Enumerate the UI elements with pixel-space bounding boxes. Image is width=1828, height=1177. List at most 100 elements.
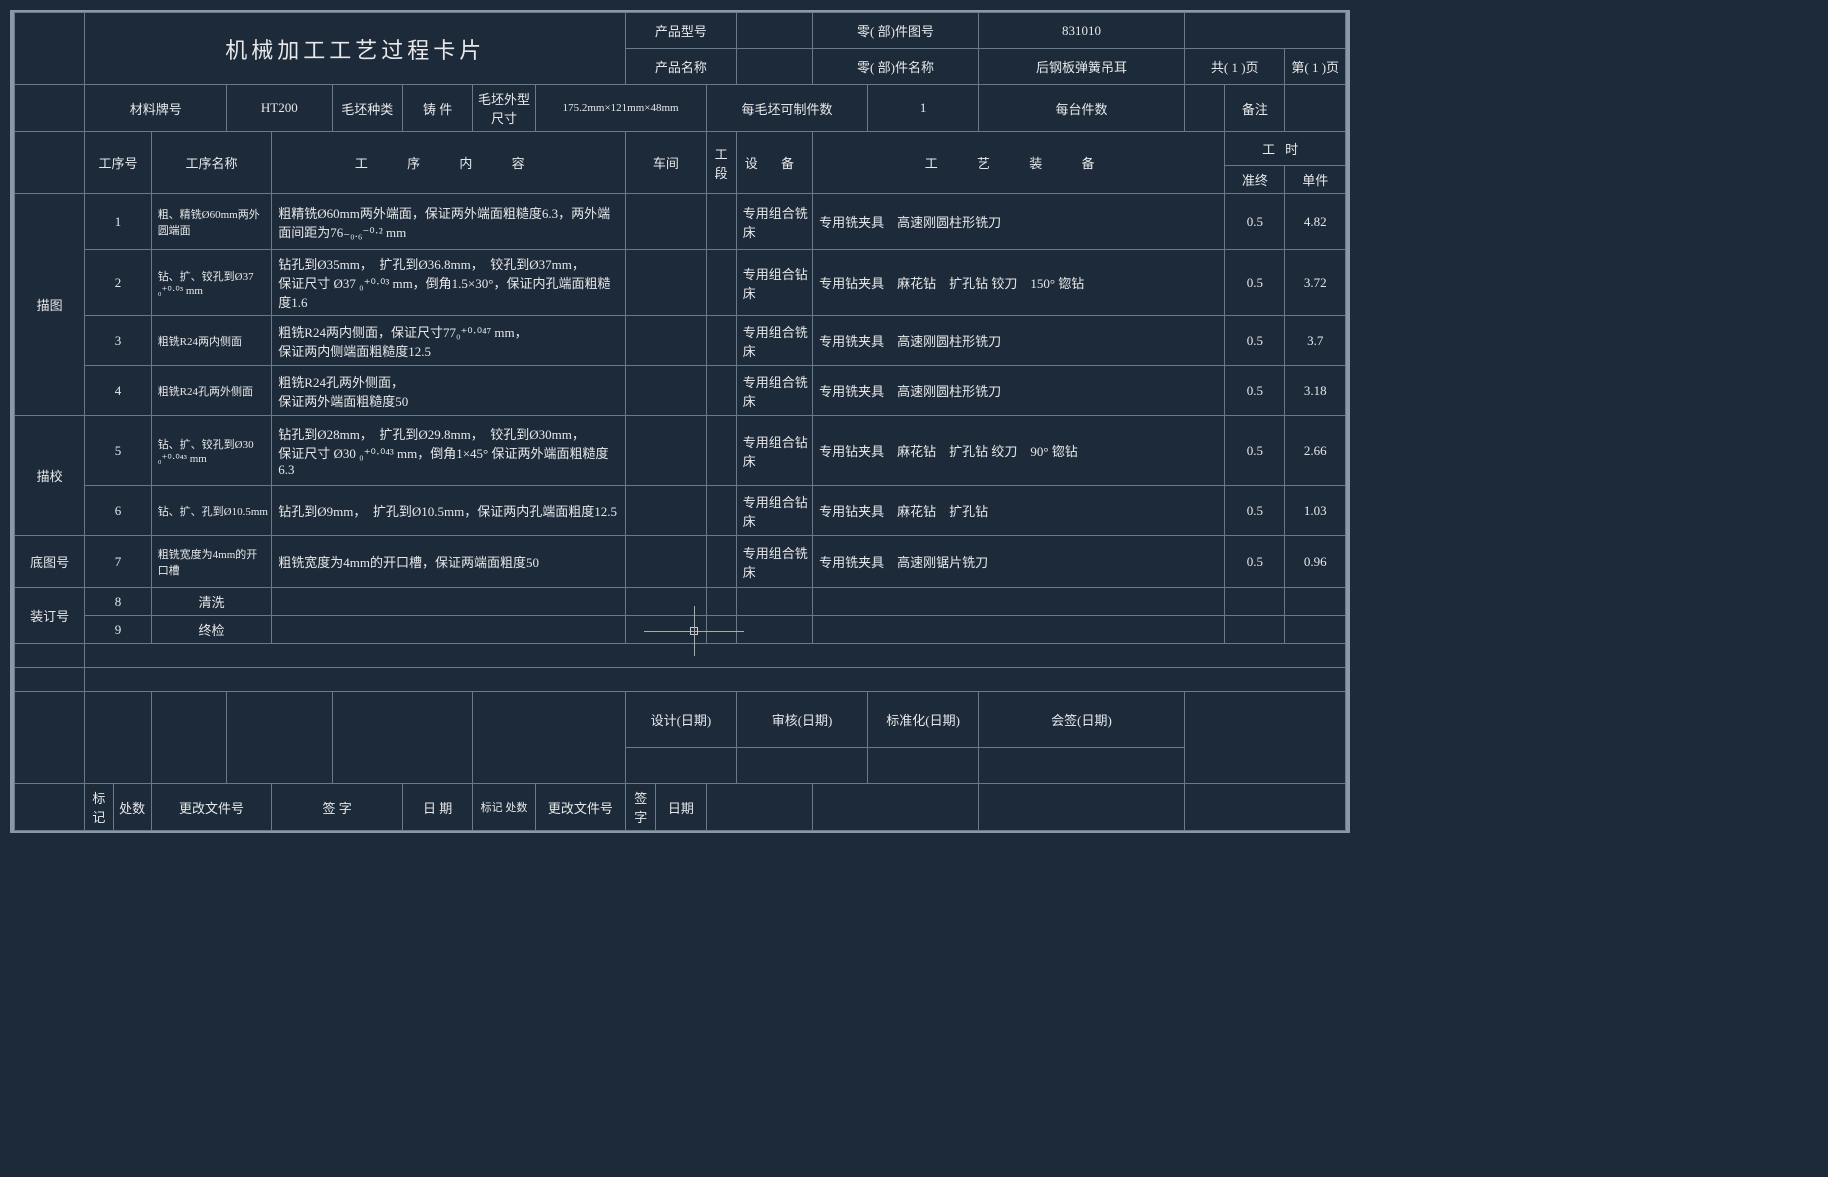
row-section: [706, 366, 736, 416]
row-seq: 6: [85, 486, 151, 536]
row-prep: 0.5: [1225, 536, 1285, 588]
row-seq: 7: [85, 536, 151, 588]
col-section: 工段: [706, 132, 736, 194]
row-prep: 0.5: [1225, 416, 1285, 486]
side-zhuangdinghao: 装订号: [15, 588, 85, 644]
material-grade-value: HT200: [227, 85, 333, 132]
material-grade-label: 材料牌号: [85, 85, 227, 132]
blank-type-label: 毛坯种类: [332, 85, 402, 132]
blank-row: [85, 668, 1346, 692]
foot-blank: [978, 784, 1184, 831]
col-name: 工序名称: [151, 132, 272, 194]
col-equipment: 设 备: [736, 132, 812, 194]
foot-chg: 更改文件号: [151, 784, 272, 831]
row-shop: [626, 250, 706, 316]
row-equip: 专用组合钻床: [736, 416, 812, 486]
row-content: 粗铣R24两内侧面，保证尺寸77₀⁺⁰·⁰⁴⁷ mm， 保证两内侧端面粗糙度12…: [272, 316, 626, 366]
row-piece: 4.82: [1285, 194, 1346, 250]
row-equip: 专用组合铣床: [736, 316, 812, 366]
col-content: 工 序 内 容: [272, 132, 626, 194]
foot-blank: [332, 692, 473, 784]
foot-blank: [227, 692, 333, 784]
foot-blank: [1184, 692, 1345, 784]
left-gutter: [15, 13, 85, 85]
row-prep: 0.5: [1225, 250, 1285, 316]
row-prep: 0.5: [1225, 486, 1285, 536]
row-shop: [626, 316, 706, 366]
row-seq: 4: [85, 366, 151, 416]
row-section: [706, 316, 736, 366]
foot-design-value: [626, 748, 737, 784]
part-drawing-label: 零( 部)件图号: [813, 13, 979, 49]
row-section: [706, 536, 736, 588]
row-equip: 专用组合铣床: [736, 366, 812, 416]
row-section: [706, 416, 736, 486]
row-prep: [1225, 588, 1285, 616]
row-section: [706, 486, 736, 536]
left-gutter-3: [15, 132, 85, 194]
row-tool: 专用钻夹具 麻花钻 扩孔钻: [813, 486, 1225, 536]
foot-mark-cnt2: 标记 处数: [473, 784, 535, 831]
process-card-table: 机械加工工艺过程卡片 产品型号 零( 部)件图号 831010 产品名称 零( …: [14, 12, 1346, 831]
row-content: 粗铣R24孔两外侧面， 保证两外端面粗糙度50: [272, 366, 626, 416]
row-piece: 3.7: [1285, 316, 1346, 366]
page-total: 共( 1 )页: [1184, 49, 1285, 85]
row-tool: 专用铣夹具 高速刚圆柱形铣刀: [813, 366, 1225, 416]
foot-std-value: [868, 748, 979, 784]
foot-date: 日 期: [402, 784, 472, 831]
row-name: 粗铣宽度为4mm的开口槽: [151, 536, 272, 588]
row-piece: [1285, 588, 1346, 616]
col-seq: 工序号: [85, 132, 151, 194]
left-gutter-change: [15, 784, 85, 831]
side-miaotu: 描图: [15, 194, 85, 416]
row-name: 钻、扩、铰孔到Ø30 ₀⁺⁰·⁰⁴³ mm: [151, 416, 272, 486]
blank: [15, 644, 85, 668]
row-shop: [626, 486, 706, 536]
side-dituhao: 底图号: [15, 536, 85, 588]
row-tool: 专用铣夹具 高速刚锯片铣刀: [813, 536, 1225, 588]
per-blank-value: 1: [868, 85, 979, 132]
row-section: [706, 194, 736, 250]
row-tool: [813, 588, 1225, 616]
row-shop: [626, 194, 706, 250]
foot-blank: [151, 692, 226, 784]
row-content: [272, 616, 626, 644]
row-shop: [626, 588, 706, 616]
foot-sig: 签 字: [272, 784, 403, 831]
foot-sign-label: 会签(日期): [978, 692, 1184, 748]
remark-value: [1285, 85, 1346, 132]
row-piece: 0.96: [1285, 536, 1346, 588]
remark-label: 备注: [1225, 85, 1285, 132]
row-tool: [813, 616, 1225, 644]
foot-date2: 日期: [656, 784, 706, 831]
prod-model-label: 产品型号: [626, 13, 737, 49]
foot-cnt: 处数: [113, 784, 151, 831]
row-equip: 专用组合钻床: [736, 486, 812, 536]
card-title: 机械加工工艺过程卡片: [85, 13, 626, 85]
row-shop: [626, 616, 706, 644]
row-content: [272, 588, 626, 616]
row-equip: 专用组合钻床: [736, 250, 812, 316]
per-blank-label: 每毛坯可制件数: [706, 85, 868, 132]
left-gutter-foot: [15, 692, 85, 784]
foot-blank: [473, 692, 626, 784]
row-shop: [626, 366, 706, 416]
foot-blank: [85, 692, 151, 784]
col-prep-time: 准终: [1225, 166, 1285, 194]
part-name-label: 零( 部)件名称: [813, 49, 979, 85]
blank-size-label: 毛坯外型尺寸: [473, 85, 535, 132]
row-name: 粗、精铣Ø60mm两外圆端面: [151, 194, 272, 250]
row-seq: 9: [85, 616, 151, 644]
foot-std-label: 标准化(日期): [868, 692, 979, 748]
prod-name-label: 产品名称: [626, 49, 737, 85]
row-seq: 2: [85, 250, 151, 316]
row-tool: 专用钻夹具 麻花钻 扩孔钻 铰刀 150° 锪钻: [813, 250, 1225, 316]
foot-check-label: 审核(日期): [736, 692, 868, 748]
blank-row: [85, 644, 1346, 668]
row-tool: 专用铣夹具 高速刚圆柱形铣刀: [813, 316, 1225, 366]
row-content: 钻孔到Ø9mm， 扩孔到Ø10.5mm，保证两内孔端面粗度12.5: [272, 486, 626, 536]
prod-name-value: [736, 49, 812, 85]
row-prep: [1225, 616, 1285, 644]
foot-sign-value: [978, 748, 1184, 784]
row-piece: 1.03: [1285, 486, 1346, 536]
